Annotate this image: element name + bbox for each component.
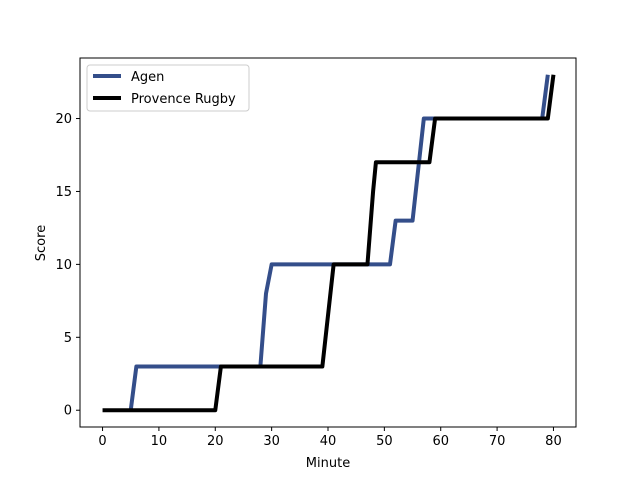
x-tick-label: 10: [151, 434, 168, 449]
x-tick-label: 40: [320, 434, 337, 449]
x-tick-label: 70: [489, 434, 506, 449]
legend-label-provence-rugby: Provence Rugby: [131, 92, 236, 107]
x-tick-label: 50: [376, 434, 393, 449]
x-tick-label: 30: [263, 434, 280, 449]
x-tick-label: 20: [207, 434, 224, 449]
x-axis-ticks: 0 10 20 30 40 50 60 70 80: [98, 427, 562, 449]
y-axis-label: Score: [34, 225, 49, 261]
y-tick-label: 10: [55, 258, 72, 273]
y-tick-label: 0: [64, 404, 72, 419]
y-axis-ticks: 0 5 10 15 20: [55, 112, 80, 419]
x-tick-label: 60: [432, 434, 449, 449]
series-line-provence-rugby: [102, 74, 556, 413]
legend: Agen Provence Rugby: [86, 64, 250, 112]
y-tick-label: 20: [55, 112, 72, 127]
x-tick-label: 80: [545, 434, 562, 449]
legend-box: [86, 64, 250, 112]
legend-label-agen: Agen: [131, 70, 164, 85]
y-tick-label: 5: [64, 331, 72, 346]
x-axis-label: Minute: [306, 456, 350, 471]
x-tick-label: 0: [98, 434, 106, 449]
y-tick-label: 15: [55, 185, 72, 200]
series-lines: [102, 74, 556, 413]
